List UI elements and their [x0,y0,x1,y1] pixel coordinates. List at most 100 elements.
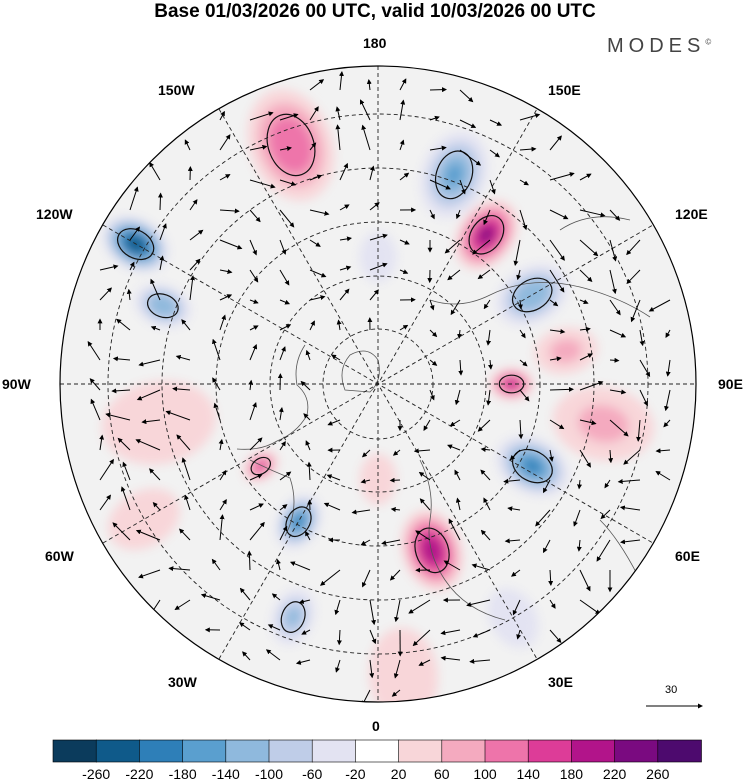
colorbar-tick-label: -20 [345,766,366,782]
wind-vector [279,269,290,286]
wind-vector [399,239,410,245]
wind-vector [189,199,198,211]
colorbar-tick-label: -140 [211,766,240,782]
wind-vector [361,689,371,702]
contour-line [280,601,306,633]
wind-vector [486,329,492,346]
wind-vector [213,402,221,421]
wind-vector [331,354,341,361]
wind-vector [393,659,401,679]
wind-vector [447,269,461,281]
lon-label-0: 0 [372,718,380,734]
wind-vector [359,99,371,121]
wind-vector [361,569,371,588]
wind-vector [165,410,191,421]
wind-vector [309,142,317,151]
wind-vector [399,269,409,274]
wind-vector [335,124,341,151]
wind-vector [609,357,620,363]
wind-vector [503,478,521,484]
wind-vector [129,226,140,241]
wind-vector [141,419,161,425]
wind-vector [429,359,438,366]
wind-vector [369,289,379,301]
wind-vector [249,474,263,481]
anomaly-ring [525,460,540,473]
wind-vector [279,239,287,255]
wind-vector [665,329,671,338]
wind-vector [369,202,380,211]
wind-vector [504,538,521,544]
wind-vector [399,172,410,181]
colorbar-swatch [95,739,141,763]
wind-vector [219,314,226,331]
wind-vector [519,179,529,186]
wind-vector [600,509,611,520]
wind-vector [334,599,341,616]
wind-vector [249,144,268,151]
colorbar-swatch [571,739,616,763]
wind-vector [99,287,112,301]
wind-vector [604,479,611,489]
wind-vector [99,458,114,481]
wind-vector [303,413,311,421]
wind-vector [279,113,299,121]
wind-vector [549,599,556,609]
wind-vector [392,449,401,456]
wind-vector [664,389,671,412]
wind-vector [336,629,342,646]
wind-vector [579,173,592,181]
wind-vector [489,149,501,158]
wind-vector [418,471,431,481]
wind-vector [489,179,496,195]
colorbar-swatch [182,739,227,763]
wind-vector [176,434,191,451]
contour-line [511,277,553,313]
contour-line [250,456,272,476]
wind-vector [579,599,601,615]
wind-vector [454,469,461,481]
map-border [59,65,697,703]
wind-vector [549,209,569,220]
wind-vector [483,299,491,310]
wind-vector [389,477,401,483]
wind-vector [219,269,233,274]
logo-text: MODES [607,35,706,57]
wind-vector [543,479,551,494]
wind-vectors [87,71,671,702]
lon-label-150w: 150W [158,82,195,98]
wind-vector [111,388,131,394]
wind-vector [239,587,251,601]
contour-line [117,228,155,261]
colorbar-tick-label: -100 [254,766,284,782]
wind-vector [339,265,352,271]
wind-vector [549,269,565,293]
wind-vector [444,239,461,254]
wind-vector [219,294,233,301]
wind-vector [549,172,575,181]
anomaly-ring [126,503,162,535]
wind-vector [87,341,101,361]
wind-vector [399,139,405,151]
wind-vector [117,437,131,451]
wind-vector [150,325,161,331]
wind-vector [408,599,431,614]
logo-copyright-mark: © [705,37,712,47]
wind-vector [471,563,491,571]
wind-vector [458,359,464,376]
wind-vector [510,569,521,577]
wind-vector [181,319,191,331]
wind-vector [579,269,593,282]
wind-vector [457,329,463,339]
wind-vector [483,497,491,511]
wind-vector [200,593,221,601]
wind-vector [339,204,350,211]
wind-vector [535,509,551,527]
anomaly-ring [285,607,301,627]
colorbar-tick-label: 140 [516,766,540,782]
wind-vector [429,329,438,338]
wind-vector [517,299,523,310]
wind-vector [579,419,597,426]
wind-vector [179,528,191,541]
